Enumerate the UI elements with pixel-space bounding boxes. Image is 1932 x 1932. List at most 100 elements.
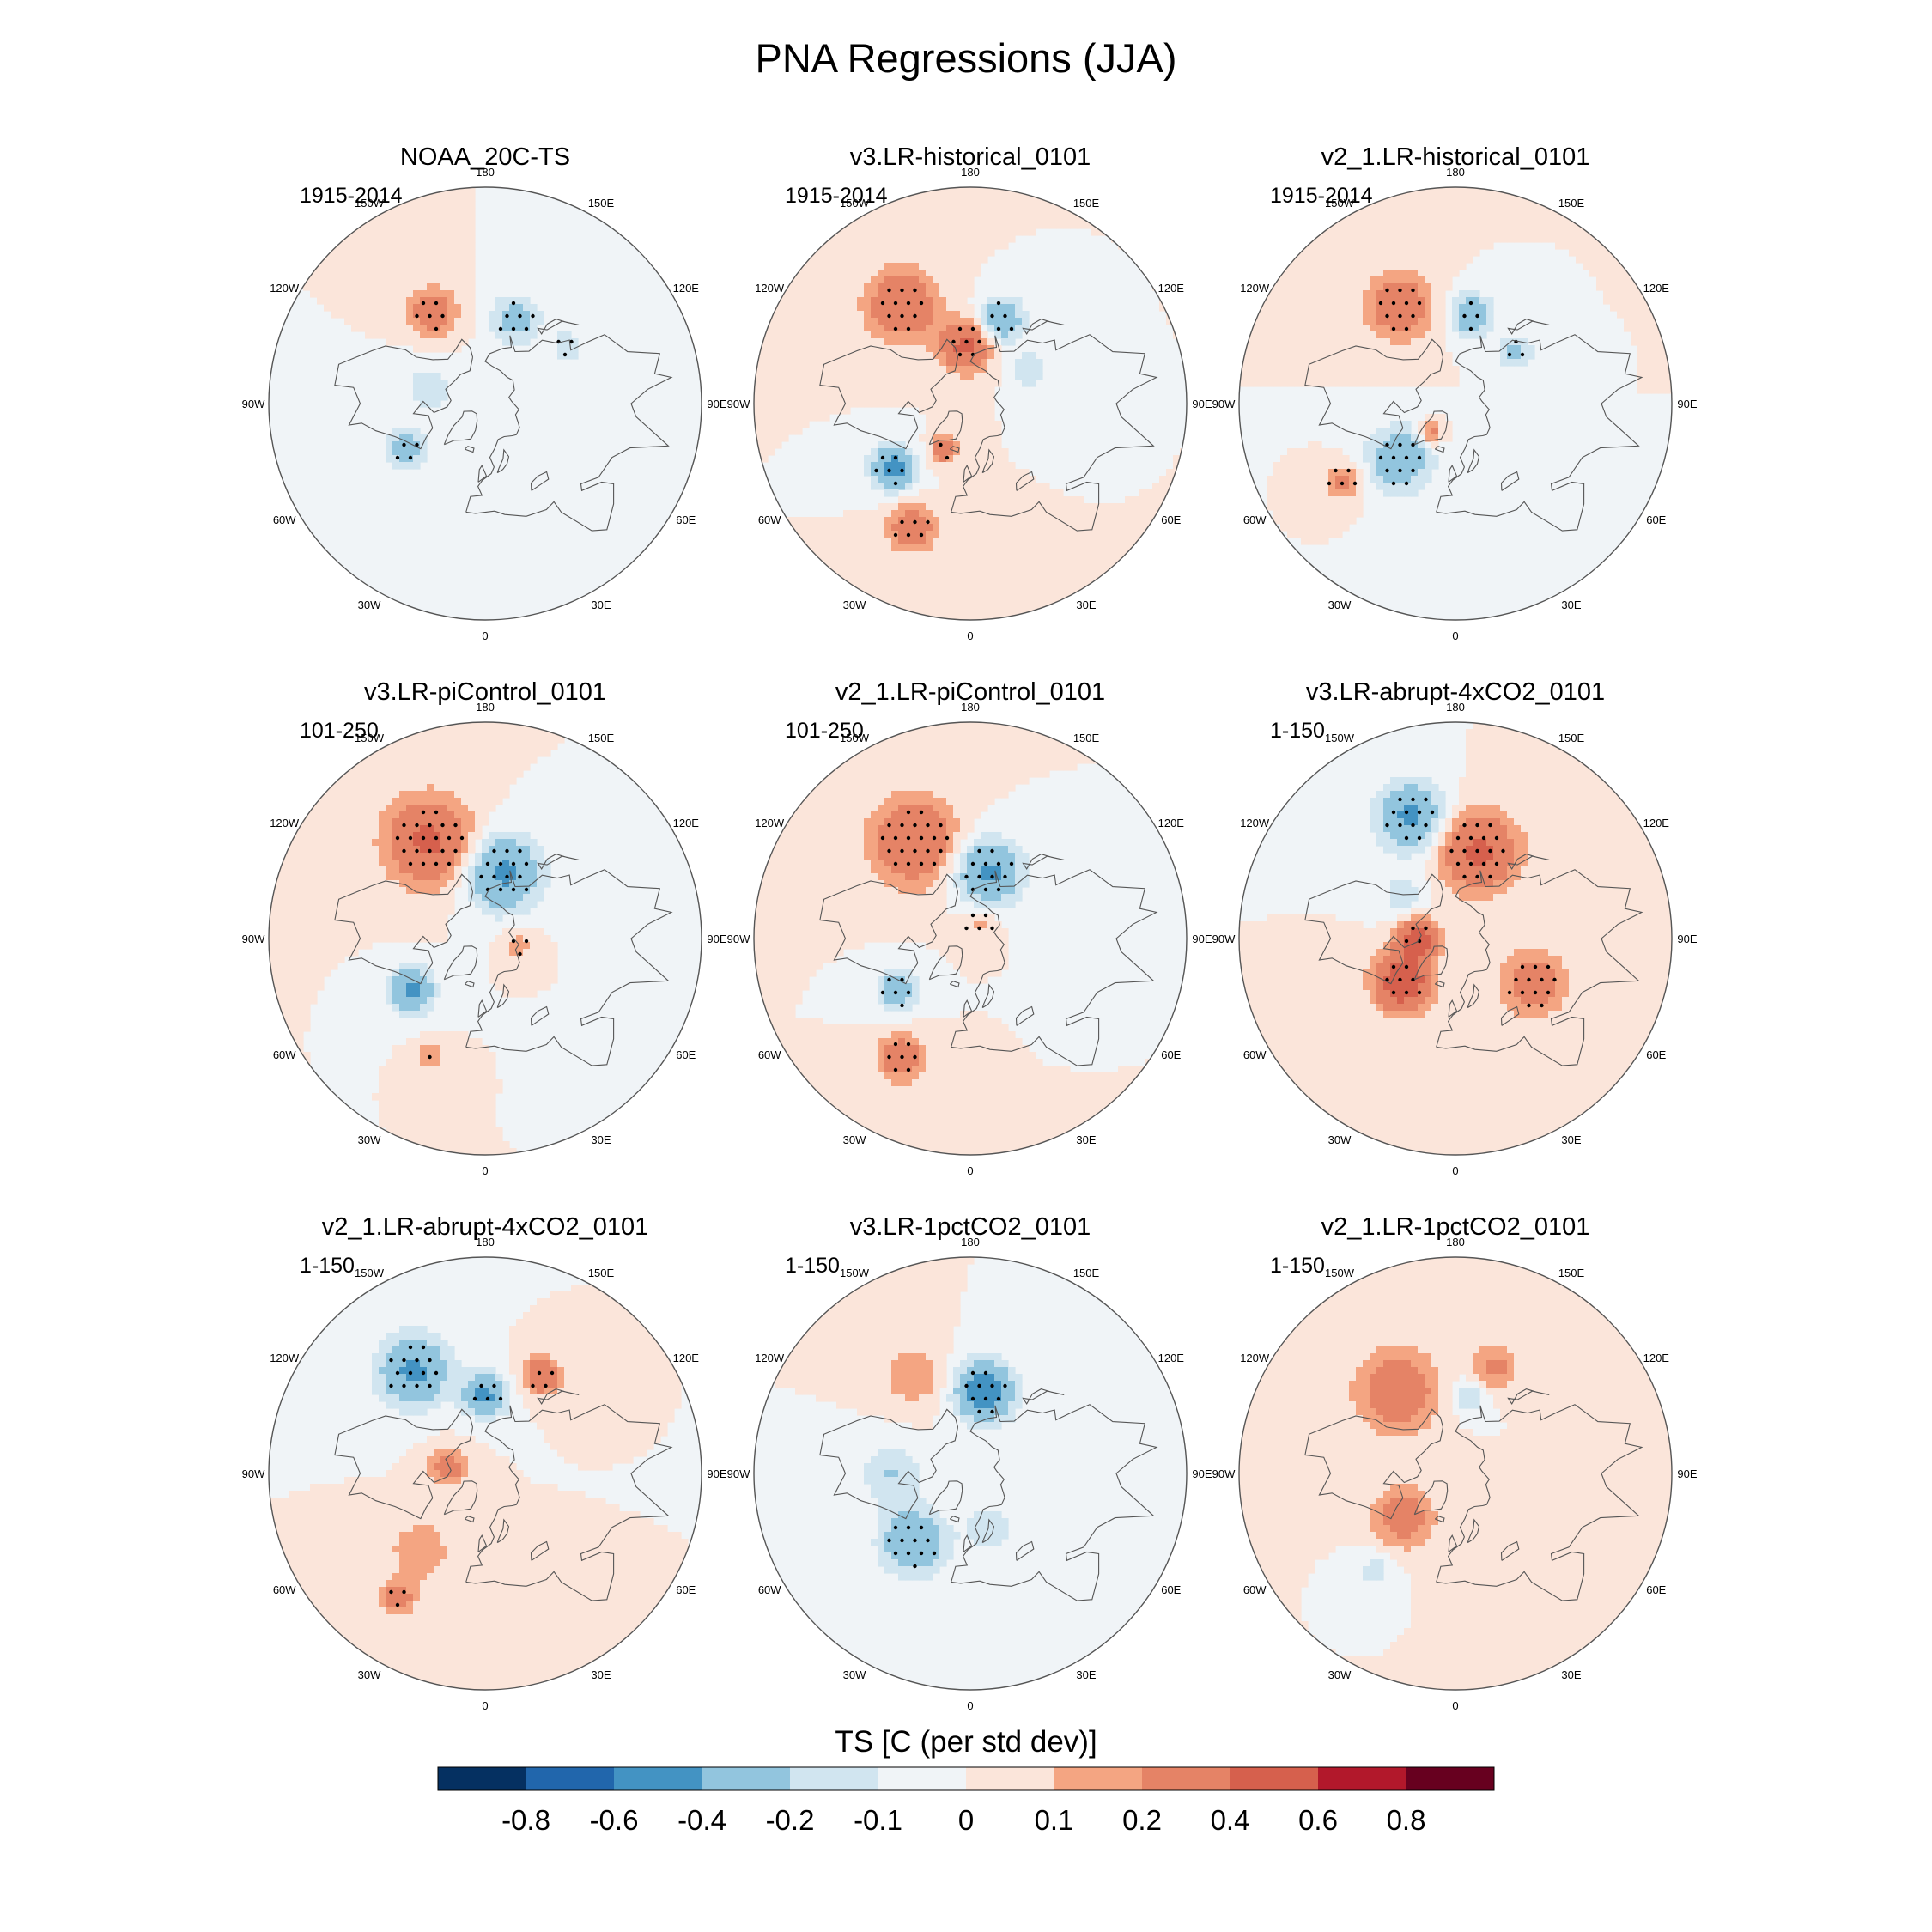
coastline bbox=[496, 448, 510, 474]
colorbar-tick-label: -0.8 bbox=[501, 1804, 550, 1836]
longitude-label: 90W bbox=[727, 1467, 750, 1480]
colorbar: -0.8 -0.6 -0.4 -0.2 -0.1 0 0.1 0.2 0.4 0.6 0.8 bbox=[437, 1766, 1495, 1836]
colorbar-swatch bbox=[1142, 1767, 1230, 1790]
panel-title: v2_1.LR-1pctCO2_0101 bbox=[1224, 1212, 1687, 1242]
longitude-label: 150W bbox=[840, 732, 870, 744]
coastline bbox=[464, 981, 475, 988]
panel-title: v2_1.LR-abrupt-4xCO2_0101 bbox=[253, 1212, 717, 1242]
coastline bbox=[1436, 334, 1643, 532]
longitude-label: 120W bbox=[755, 282, 785, 295]
coastline bbox=[1304, 873, 1444, 985]
coastline bbox=[1500, 471, 1520, 491]
longitude-label: 90W bbox=[1212, 933, 1236, 945]
longitude-label: 90E bbox=[1192, 1467, 1212, 1480]
longitude-label: 0 bbox=[482, 629, 488, 642]
coastline bbox=[477, 999, 488, 1018]
longitude-label: 60W bbox=[273, 513, 296, 526]
map-boundary bbox=[1238, 1256, 1673, 1691]
coastline bbox=[949, 446, 960, 453]
longitude-label: 150E bbox=[1073, 1267, 1100, 1279]
ts-field bbox=[754, 187, 1187, 620]
coastline bbox=[1448, 1534, 1458, 1552]
coastline bbox=[1022, 319, 1065, 335]
colorbar-swatch bbox=[614, 1767, 702, 1790]
map-panel: v3.LR-historical_0101 1915-2014 180 150E 120… bbox=[727, 142, 1212, 657]
colorbar-label: TS [C (per std dev)] bbox=[0, 1724, 1932, 1760]
ts-field bbox=[269, 1257, 702, 1690]
longitude-label: 120E bbox=[1158, 1352, 1185, 1364]
map-boundary bbox=[268, 1256, 702, 1691]
longitude-label: 60W bbox=[273, 1583, 296, 1596]
longitude-label: 30E bbox=[1076, 598, 1096, 611]
longitude-label: 90E bbox=[1192, 398, 1212, 410]
longitude-label: 120W bbox=[1240, 817, 1270, 829]
coastline bbox=[1304, 1408, 1444, 1520]
longitude-label: 60E bbox=[1646, 1048, 1666, 1061]
longitude-label: 150W bbox=[840, 1267, 870, 1279]
longitude-label: 60E bbox=[676, 1048, 696, 1061]
longitude-label: 120E bbox=[1158, 817, 1185, 829]
panel-period: 101-250 bbox=[300, 718, 379, 744]
coastline bbox=[949, 981, 960, 988]
longitude-label: 150W bbox=[1325, 1267, 1355, 1279]
longitude-label: 90W bbox=[1212, 1467, 1236, 1480]
panel-title: v3.LR-piControl_0101 bbox=[253, 677, 717, 708]
coastline bbox=[530, 471, 550, 491]
ts-field bbox=[269, 722, 702, 1155]
longitude-label: 90E bbox=[1677, 933, 1697, 945]
longitude-label: 90E bbox=[707, 1467, 726, 1480]
longitude-label: 60E bbox=[1646, 1583, 1666, 1596]
longitude-label: 30E bbox=[1561, 1668, 1581, 1681]
coastline bbox=[465, 869, 673, 1066]
coastline bbox=[1434, 1516, 1445, 1523]
coastline bbox=[951, 1404, 1158, 1601]
coastline bbox=[928, 410, 963, 446]
coastline bbox=[963, 1534, 973, 1552]
longitude-label: 30W bbox=[358, 1668, 381, 1681]
longitude-label: 120W bbox=[755, 817, 785, 829]
coastline bbox=[1507, 1388, 1550, 1405]
longitude-label: 30W bbox=[843, 1668, 866, 1681]
ts-field bbox=[1239, 1257, 1672, 1690]
coastline bbox=[1022, 1388, 1065, 1405]
polar-map: 180 150E 120E 90E 60E 30E 0 30W 60W 90W 120W 150W bbox=[242, 166, 727, 642]
longitude-label: 0 bbox=[967, 1699, 973, 1712]
longitude-label: 0 bbox=[1452, 1164, 1458, 1177]
panel-title: v3.LR-historical_0101 bbox=[738, 142, 1202, 173]
longitude-label: 0 bbox=[1452, 629, 1458, 642]
coastline bbox=[477, 1534, 488, 1552]
longitude-label: 120W bbox=[270, 1352, 300, 1364]
map-panel: v3.LR-abrupt-4xCO2_0101 1-150 180 150E 120E 9… bbox=[1212, 677, 1698, 1192]
longitude-label: 30W bbox=[1328, 1133, 1352, 1146]
longitude-label: 90W bbox=[242, 933, 265, 945]
map-panel: v2_1.LR-1pctCO2_0101 1-150 180 150E 120E 90E 6… bbox=[1212, 1212, 1698, 1727]
longitude-label: 30E bbox=[591, 1668, 611, 1681]
colorbar-tick-label: 0.4 bbox=[1211, 1804, 1250, 1836]
longitude-label: 0 bbox=[482, 1699, 488, 1712]
colorbar-tick-label: -0.4 bbox=[677, 1804, 726, 1836]
panel-title: v2_1.LR-historical_0101 bbox=[1224, 142, 1687, 173]
longitude-label: 60E bbox=[1161, 1583, 1181, 1596]
coastline bbox=[477, 465, 488, 483]
map-boundary bbox=[753, 186, 1188, 621]
longitude-label: 150E bbox=[588, 732, 615, 744]
coastline bbox=[928, 945, 963, 981]
longitude-label: 30E bbox=[1076, 1668, 1096, 1681]
coastline bbox=[981, 448, 995, 474]
coastline bbox=[1448, 999, 1458, 1018]
longitude-label: 150E bbox=[1073, 197, 1100, 210]
panel-period: 1-150 bbox=[1270, 1253, 1325, 1279]
coastline bbox=[465, 334, 673, 532]
longitude-label: 150E bbox=[588, 197, 615, 210]
coastline bbox=[1467, 448, 1480, 474]
coastline bbox=[963, 465, 973, 483]
colorbar-swatch bbox=[1054, 1767, 1143, 1790]
longitude-label: 150W bbox=[355, 1267, 385, 1279]
longitude-label: 180 bbox=[1446, 1236, 1465, 1249]
map-boundary bbox=[753, 1256, 1188, 1691]
ts-field bbox=[754, 1257, 1187, 1690]
longitude-label: 30E bbox=[1561, 1133, 1581, 1146]
coastline bbox=[951, 869, 1158, 1066]
longitude-label: 180 bbox=[961, 701, 980, 714]
longitude-label: 90E bbox=[707, 933, 726, 945]
